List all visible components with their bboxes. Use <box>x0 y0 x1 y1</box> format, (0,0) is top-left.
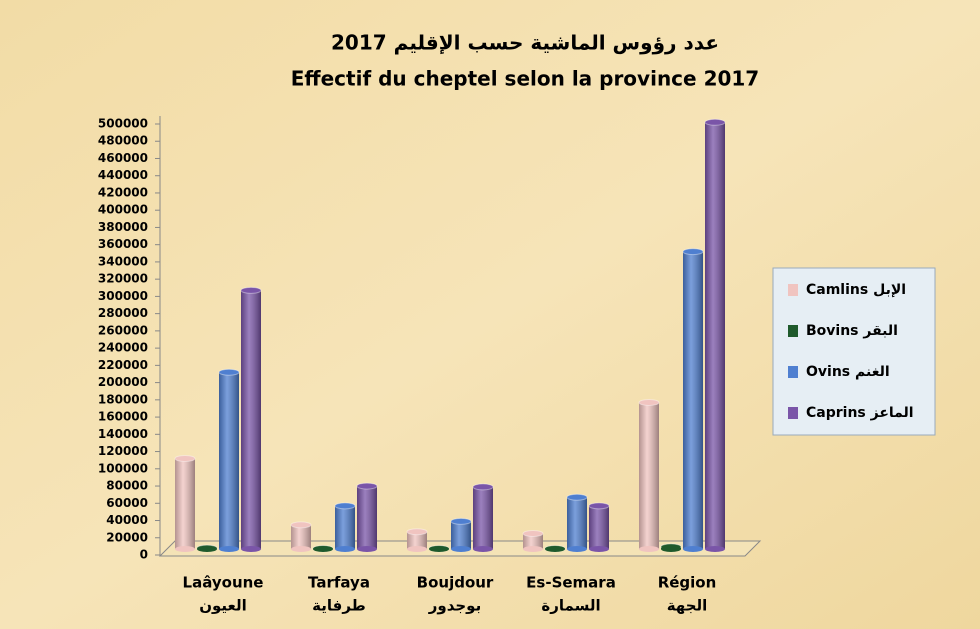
y-tick-label: 100000 <box>98 461 148 475</box>
y-tick-label: 300000 <box>98 289 148 303</box>
bar-base <box>241 546 261 552</box>
y-tick-label: 200000 <box>98 375 148 389</box>
bar-base <box>175 546 195 552</box>
y-tick-label: 20000 <box>106 530 148 544</box>
y-tick-label: 140000 <box>98 427 148 441</box>
bar-shade <box>683 251 703 550</box>
x-tick-label: Région <box>658 574 717 592</box>
bar-base <box>335 546 355 552</box>
x-tick-label: Boujdour <box>417 574 494 592</box>
x-tick-label: Es-Semara <box>526 574 616 592</box>
bar-base <box>545 546 565 552</box>
bar-base <box>197 546 217 552</box>
bar-cap <box>588 502 610 510</box>
bar-cap <box>218 368 240 376</box>
legend-label: Camlins الإبل <box>806 282 906 298</box>
bar-shade <box>523 533 543 549</box>
bar-base <box>429 546 449 552</box>
bar-shade <box>241 290 261 549</box>
y-tick-label: 260000 <box>98 323 148 337</box>
y-tick-label: 420000 <box>98 185 148 199</box>
bar-base <box>639 546 659 552</box>
bar-cap <box>522 529 544 537</box>
y-tick-label: 360000 <box>98 237 148 251</box>
bar-cap <box>290 521 312 529</box>
y-tick-label: 400000 <box>98 203 148 217</box>
y-tick-label: 480000 <box>98 134 148 148</box>
bar-base <box>523 546 543 552</box>
bar-shade <box>567 497 587 549</box>
bar-base <box>683 546 703 552</box>
bar-cap <box>638 398 660 406</box>
bar-base <box>291 546 311 552</box>
y-tick-label: 440000 <box>98 168 148 182</box>
bar-base <box>589 546 609 552</box>
bar-cap <box>406 528 428 536</box>
bar-shade <box>407 531 427 549</box>
bar-shade <box>639 402 659 549</box>
bar-base <box>407 546 427 552</box>
legend-swatch <box>788 407 798 419</box>
y-tick-label: 460000 <box>98 151 148 165</box>
y-tick-label: 500000 <box>98 117 148 131</box>
bar-base <box>473 546 493 552</box>
x-tick-label-ar: الجهة <box>667 597 708 615</box>
bar-cap <box>566 493 588 501</box>
bar-shade <box>291 524 311 549</box>
bar-base <box>219 546 239 552</box>
x-tick-label-ar: السمارة <box>541 597 600 615</box>
bar-shade <box>175 458 195 549</box>
y-tick-label: 0 <box>140 548 148 562</box>
y-tick-label: 40000 <box>106 513 148 527</box>
bar-cap <box>174 454 196 462</box>
x-tick-label: Tarfaya <box>308 574 370 592</box>
bar-cap <box>682 248 704 256</box>
chart-subtitle: Effectif du cheptel selon la province 20… <box>291 67 759 91</box>
x-tick-label-ar: طرفاية <box>312 597 366 615</box>
bar-shade <box>357 486 377 549</box>
bar-base <box>451 546 471 552</box>
y-tick-label: 160000 <box>98 410 148 424</box>
y-tick-label: 280000 <box>98 306 148 320</box>
bar-cap <box>334 502 356 510</box>
bar-cap <box>704 118 726 126</box>
legend-label: Bovins البقر <box>806 323 898 339</box>
bar-shade <box>705 122 725 549</box>
x-tick-label: Laâyoune <box>183 574 264 592</box>
x-tick-label-ar: العيون <box>199 597 247 615</box>
bar-shade <box>335 505 355 549</box>
bar-cap <box>356 482 378 490</box>
bar-cap <box>450 517 472 525</box>
bar-cap <box>472 483 494 491</box>
bar-cap <box>240 286 262 294</box>
x-tick-label-ar: بوجدور <box>428 597 481 615</box>
chart-title: عدد رؤوس الماشية حسب الإقليم 2017 <box>331 31 719 55</box>
y-tick-label: 380000 <box>98 220 148 234</box>
legend-label: Caprins الماعز <box>806 405 914 421</box>
bar-base <box>313 546 333 552</box>
bar-base <box>661 546 681 552</box>
bar-base <box>567 546 587 552</box>
legend-swatch <box>788 325 798 337</box>
bar-base <box>357 546 377 552</box>
bar-shade <box>589 505 609 549</box>
y-tick-label: 220000 <box>98 358 148 372</box>
y-tick-label: 120000 <box>98 444 148 458</box>
legend <box>772 267 936 436</box>
legend-swatch <box>788 284 798 296</box>
y-tick-label: 340000 <box>98 254 148 268</box>
bar-shade <box>219 372 239 549</box>
bar-base <box>705 546 725 552</box>
y-tick-label: 60000 <box>106 496 148 510</box>
bar-shade <box>473 486 493 549</box>
legend-label: Ovins الغنم <box>806 364 890 380</box>
legend-swatch <box>788 366 798 378</box>
bar-shade <box>451 521 471 549</box>
y-tick-label: 80000 <box>106 479 148 493</box>
y-tick-label: 240000 <box>98 341 148 355</box>
y-tick-label: 180000 <box>98 392 148 406</box>
y-tick-label: 320000 <box>98 272 148 286</box>
